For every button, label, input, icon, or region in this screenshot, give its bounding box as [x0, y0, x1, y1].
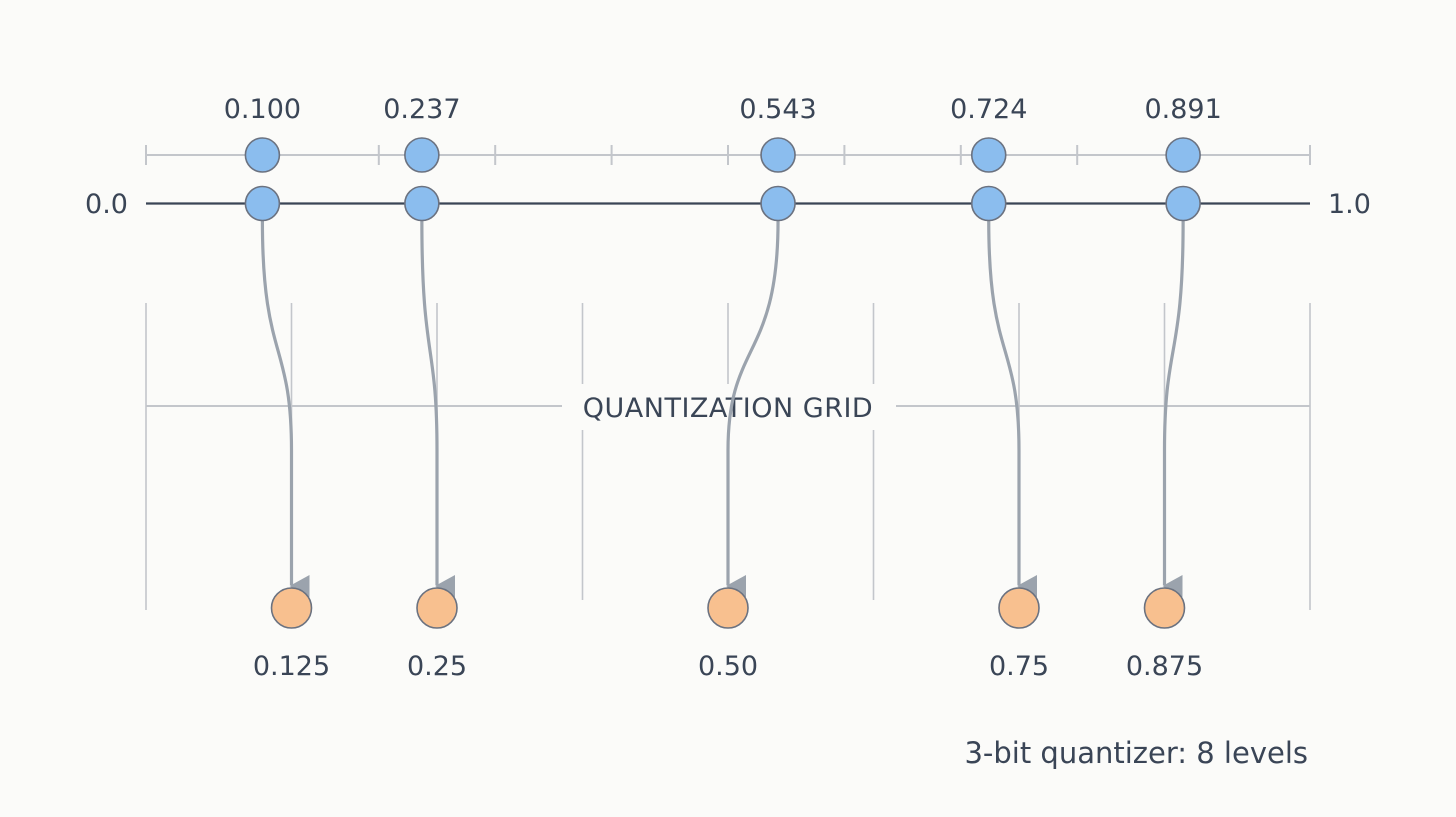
input-value-label: 0.891 — [1144, 94, 1221, 125]
input-dot-top — [760, 137, 796, 173]
quantized-value-label: 0.125 — [253, 651, 330, 682]
input-values: 0.100 0.237 0.543 0.724 0.891 — [224, 94, 1222, 222]
quantized-value-label: 0.50 — [698, 651, 758, 682]
quantizer-caption: 3-bit quantizer: 8 levels — [964, 736, 1308, 770]
axis-min-label: 0.0 — [85, 189, 128, 220]
mapping-arrow — [726, 220, 780, 597]
input-dot-axis — [1165, 185, 1201, 222]
input-value-label: 0.100 — [224, 94, 301, 125]
input-dot-top — [244, 137, 281, 173]
quantized-value-label: 0.75 — [989, 651, 1049, 682]
input-value-label: 0.724 — [950, 94, 1027, 125]
mapping-arrow — [987, 220, 1037, 597]
input-value-label: 0.543 — [739, 94, 816, 125]
grid-title: QUANTIZATION GRID — [583, 393, 873, 424]
mapping-arrows — [260, 220, 1185, 597]
input-dot-axis — [244, 185, 281, 222]
mapping-arrow — [260, 220, 310, 597]
quantized-values: 0.125 0.25 0.50 0.75 0.875 — [253, 587, 1203, 682]
quantized-dot — [1143, 587, 1186, 629]
input-dot-top — [404, 137, 440, 173]
input-dot-top — [970, 137, 1007, 173]
top-tick-ruler — [145, 145, 1311, 165]
quantized-value-label: 0.875 — [1126, 651, 1203, 682]
quantized-value-label: 0.25 — [407, 651, 467, 682]
input-dot-axis — [970, 185, 1007, 222]
quantized-dot — [707, 587, 749, 629]
quantized-dot — [416, 587, 458, 629]
input-dot-axis — [404, 185, 440, 222]
mapping-arrow — [1162, 220, 1185, 597]
input-value-label: 0.237 — [383, 94, 460, 125]
axis-max-label: 1.0 — [1328, 189, 1371, 220]
quantized-dot — [270, 587, 313, 629]
quantized-dot — [998, 587, 1040, 629]
input-dot-axis — [760, 185, 796, 222]
mapping-arrow — [420, 220, 455, 597]
input-dot-top — [1165, 137, 1201, 173]
